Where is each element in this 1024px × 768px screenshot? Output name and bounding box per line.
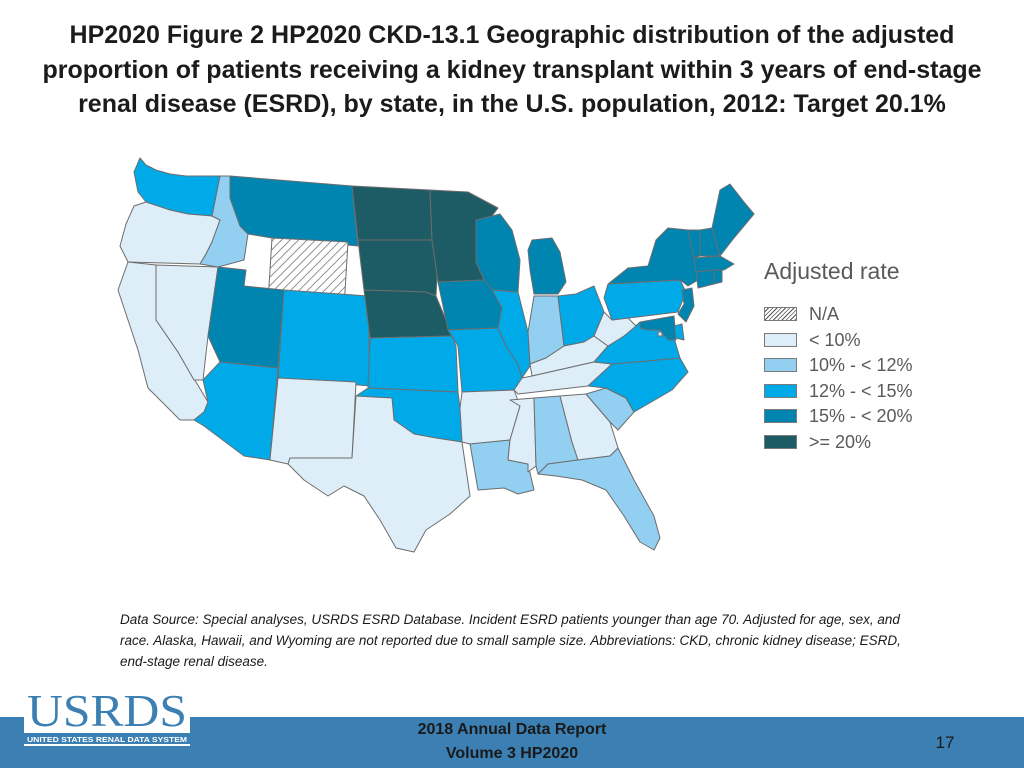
state-ne: [363, 289, 453, 339]
legend-swatch: [764, 383, 797, 398]
state-mt: [229, 175, 359, 247]
state-tx: [287, 395, 471, 553]
legend-label: 15% - < 20%: [809, 406, 913, 426]
state-me: [711, 183, 755, 257]
slide-title: HP2020 Figure 2 HP2020 CKD-13.1 Geograph…: [42, 21, 982, 118]
usrds-logo: USRDS UNITED STATES RENAL DATA SYSTEM: [24, 688, 190, 746]
state-ks: [367, 335, 459, 393]
state-nd: [351, 185, 433, 241]
legend-swatch: [764, 409, 797, 423]
legend-label: 12% - < 15%: [809, 380, 913, 401]
legend-swatch: [764, 307, 797, 321]
state-mi: [527, 237, 567, 295]
legend-label: < 10%: [809, 329, 861, 350]
state-md: [639, 315, 677, 341]
state-co: [277, 289, 371, 387]
logo-subtext: UNITED STATES RENAL DATA SYSTEM: [27, 735, 187, 744]
state-ct: [695, 269, 715, 289]
legend-label: >= 20%: [809, 431, 872, 452]
page-number: 17: [935, 733, 955, 752]
state-ma: [693, 255, 735, 273]
report-volume: Volume 3 HP2020: [445, 745, 579, 762]
legend-title: Adjusted rate: [764, 258, 900, 284]
report-title: 2018 Annual Data Report: [417, 721, 607, 738]
legend-swatch: [764, 332, 797, 347]
map-legend: Adjusted rate N/A < 10% 10% - < 12% 12% - <…: [764, 258, 1004, 458]
state-fl: [537, 447, 661, 551]
us-choropleth-map: [117, 157, 755, 553]
state-wv: [593, 311, 637, 347]
logo-text: USRDS: [27, 688, 187, 736]
state-nm: [269, 377, 357, 465]
state-il: [491, 289, 531, 379]
state-ny: [607, 227, 699, 287]
state-pa: [603, 279, 687, 321]
state-dc: [657, 331, 663, 337]
state-nj: [677, 287, 695, 323]
state-ri: [713, 269, 723, 285]
legend-swatch: [764, 434, 797, 449]
legend-swatch: [764, 358, 797, 372]
state-az: [193, 361, 279, 461]
data-source-note: Data Source: Special analyses, USRDS ESR…: [120, 612, 901, 669]
legend-label: 10% - < 12%: [809, 355, 913, 375]
legend-label: N/A: [809, 304, 840, 324]
state-sd: [357, 239, 439, 297]
